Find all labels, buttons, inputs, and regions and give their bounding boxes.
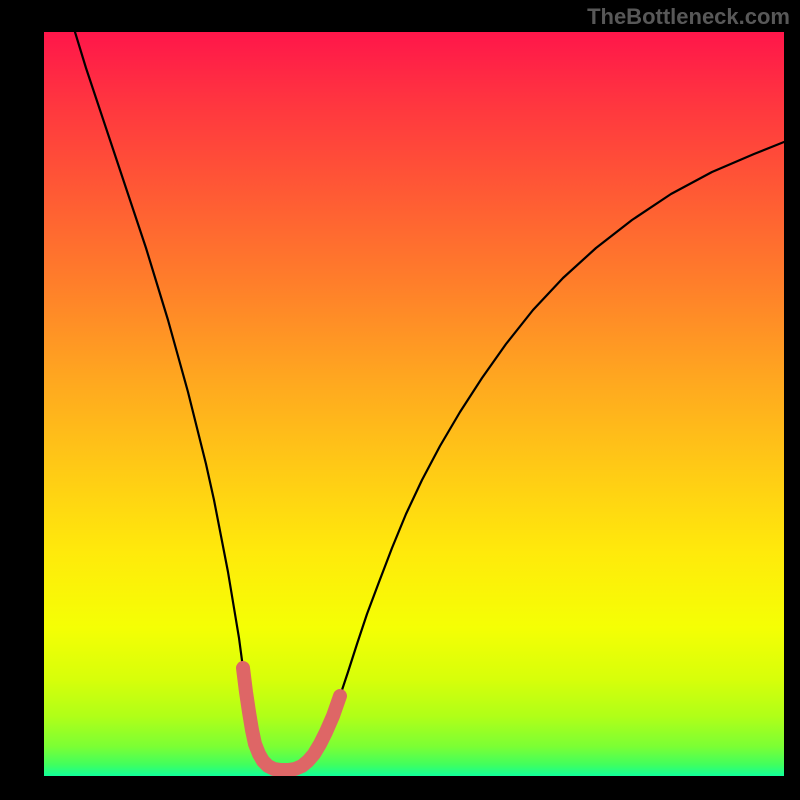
plot-area xyxy=(44,32,784,776)
watermark-text: TheBottleneck.com xyxy=(587,4,790,30)
gradient-background xyxy=(44,32,784,776)
chart-container: TheBottleneck.com xyxy=(0,0,800,800)
plot-svg xyxy=(44,32,784,776)
